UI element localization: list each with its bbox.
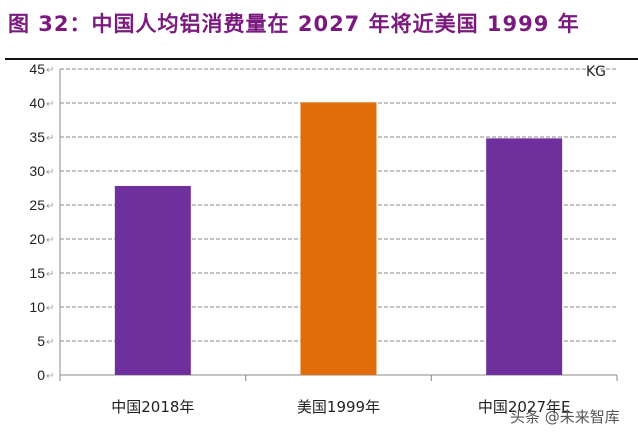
bar — [300, 102, 377, 375]
y-tick-label: 10 — [29, 299, 45, 315]
y-tick-label: 15 — [29, 265, 45, 281]
watermark: 头条 @未来智库 — [510, 408, 620, 426]
y-tick-label: 5 — [37, 333, 45, 349]
y-tick-label: 45 — [29, 61, 45, 77]
y-tick-label: 35 — [29, 129, 45, 145]
paragraph-mark: ↵ — [46, 303, 54, 314]
y-tick-label: 25 — [29, 197, 45, 213]
y-tick-label: 40 — [29, 95, 45, 111]
y-tick-label: 30 — [29, 163, 45, 179]
y-tick-label: 0 — [37, 367, 45, 383]
y-tick-label: 20 — [29, 231, 45, 247]
paragraph-mark: ↵ — [46, 65, 54, 76]
paragraph-mark: ↵ — [46, 133, 54, 144]
paragraph-mark: ↵ — [46, 371, 54, 382]
bar — [114, 185, 191, 375]
paragraph-mark: ↵ — [46, 235, 54, 246]
paragraph-mark: ↵ — [46, 337, 54, 348]
paragraph-mark: ↵ — [46, 201, 54, 212]
x-tick-label: 中国2018年 — [111, 398, 194, 416]
title-divider — [5, 58, 638, 60]
x-tick-label: 中国2027年E — [478, 398, 571, 416]
paragraph-mark: ↵ — [46, 269, 54, 280]
bar — [486, 138, 563, 375]
figure-title: 图 32：中国人均铝消费量在 2027 年将近美国 1999 年 — [8, 12, 580, 36]
paragraph-mark: ↵ — [46, 167, 54, 178]
paragraph-mark: ↵ — [46, 99, 54, 110]
unit-label: KG — [586, 64, 606, 80]
x-tick-label: 美国1999年 — [297, 398, 380, 416]
